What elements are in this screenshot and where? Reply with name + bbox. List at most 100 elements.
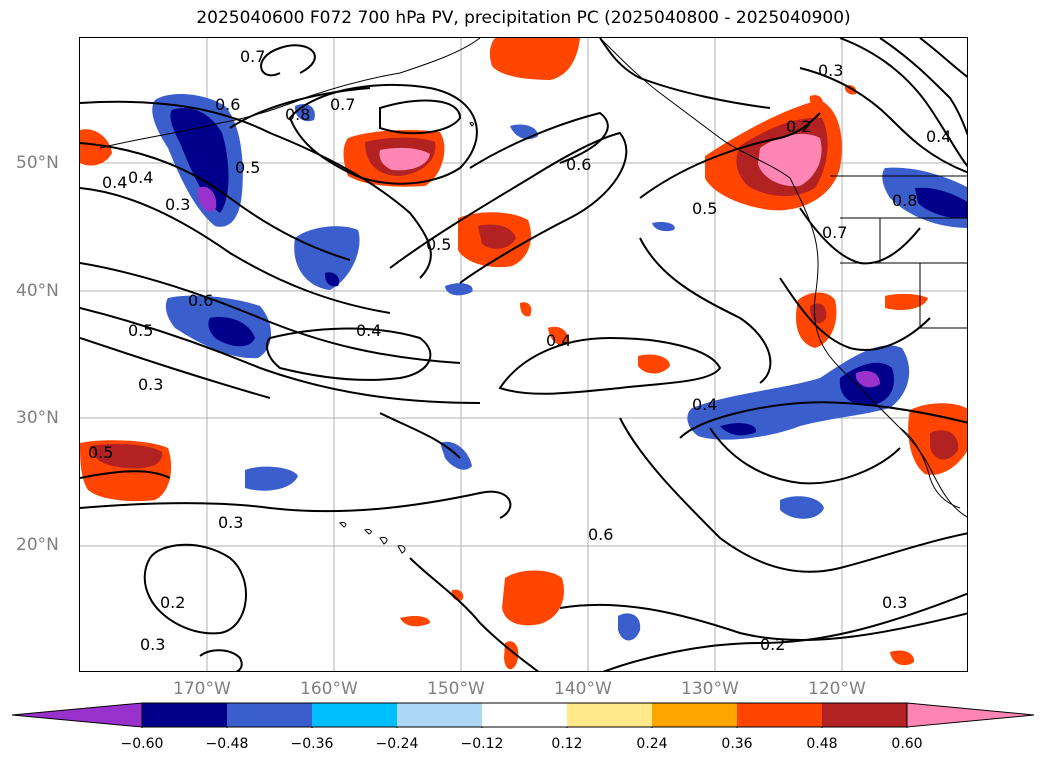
contour-label: 0.3 — [140, 635, 165, 654]
precip-neg-area — [294, 226, 360, 290]
colorbar — [12, 702, 1035, 728]
colorbar-tick-label: −0.60 — [120, 736, 164, 752]
map-panel: 0.7 0.6 0.5 0.4 0.3 0.8 0.7 0.6 0.5 0.4 … — [79, 37, 968, 672]
precip-neg-area — [324, 272, 340, 287]
contour-label: 0.6 — [188, 291, 213, 310]
pv-contour-line — [679, 401, 967, 439]
contour-label: 0.5 — [235, 158, 260, 177]
precip-neg-area — [198, 186, 217, 212]
north-america-coast — [789, 177, 967, 518]
pv-contour-line — [799, 207, 921, 265]
lat-label-40n: 40°N — [16, 281, 59, 301]
pv-contour-line — [80, 337, 271, 399]
contour-label: 0.5 — [692, 199, 717, 218]
lat-label-20n: 20°N — [16, 535, 59, 555]
pv-contour-line — [779, 277, 931, 351]
pv-contour-line — [229, 87, 371, 129]
precip-neg-area — [445, 283, 473, 296]
contour-label: 0.2 — [760, 635, 785, 654]
precip-pos-area — [885, 293, 928, 310]
precip-pos-area — [548, 326, 569, 345]
pv-contour-line — [199, 649, 243, 671]
pv-contour-line — [409, 557, 540, 671]
precip-neg-area — [687, 345, 910, 440]
pv-contour-line — [498, 336, 722, 395]
colorbar-segment — [737, 703, 822, 727]
colorbar-tick-label: −0.24 — [375, 736, 419, 752]
pv-contour-line — [639, 237, 772, 384]
colorbar-ticks — [141, 727, 908, 728]
contour-label: 0.7 — [330, 95, 355, 114]
contour-label: 0.3 — [218, 513, 243, 532]
precip-pos-area — [502, 570, 564, 626]
lat-label-50n: 50°N — [16, 153, 59, 173]
colorbar-tick-label: −0.12 — [460, 736, 504, 752]
precip-neg-area — [245, 466, 298, 491]
contour-label: 0.6 — [566, 155, 591, 174]
colorbar-segment — [12, 702, 143, 728]
pv-contour-line — [559, 603, 967, 642]
colorbar-segment — [652, 703, 737, 727]
colorbar-tick-label: 0.12 — [551, 736, 583, 752]
pv-contour-line — [389, 131, 628, 284]
lon-label-160w: 160°W — [300, 679, 358, 699]
contour-label: 0.6 — [588, 525, 613, 544]
pv-contour-line — [80, 100, 432, 279]
precip-pos-area — [80, 129, 112, 166]
contour-label: 0.2 — [786, 117, 811, 136]
contour-label: 0.8 — [892, 191, 917, 210]
contour-label: 0.5 — [128, 321, 153, 340]
colorbar-segment — [142, 703, 227, 727]
colorbar-segment — [906, 702, 1035, 728]
colorbar-segment — [567, 703, 652, 727]
contour-label: 0.7 — [240, 47, 265, 66]
precip-pos-area — [638, 354, 670, 374]
pv-contour-line — [469, 111, 609, 169]
lon-label-170w: 170°W — [173, 679, 231, 699]
precip-pos-area — [758, 133, 822, 187]
pv-contour-line — [919, 38, 967, 78]
pv-contour-line — [288, 83, 478, 185]
precip-pos-area — [478, 224, 516, 249]
precip-pos-area — [489, 38, 580, 80]
precip-pos-area — [890, 650, 915, 666]
pv-contour-line — [879, 38, 967, 136]
colorbar-segment — [482, 703, 567, 727]
contour-label: 0.4 — [926, 127, 951, 146]
precip-neg-area — [510, 124, 538, 140]
contour-label: 0.3 — [818, 61, 843, 80]
contour-label: 0.3 — [165, 195, 190, 214]
pv-contour-line — [80, 490, 512, 519]
hawaii-islands — [339, 522, 406, 554]
contour-label: 0.6 — [215, 95, 240, 114]
pv-contour-line — [379, 99, 462, 135]
precip-pos-area — [809, 95, 823, 107]
precip-neg-area — [915, 187, 967, 219]
lon-label-140w: 140°W — [554, 679, 612, 699]
pv-contour-line — [799, 67, 967, 174]
pv-contour-line — [619, 417, 967, 573]
contour-label: 0.4 — [356, 321, 381, 340]
contour-label: 0.4 — [546, 331, 571, 350]
colorbar-segment — [312, 703, 397, 727]
pv-contour-line — [80, 307, 481, 404]
colorbar-tick-label: 0.36 — [721, 736, 753, 752]
colorbar-tick-label: −0.48 — [205, 736, 249, 752]
alaska-coast — [599, 38, 791, 179]
precip-pos-area — [379, 147, 430, 171]
colorbar-tick-label: 0.24 — [636, 736, 668, 752]
precip-neg-area — [618, 613, 641, 641]
contour-label: 0.4 — [102, 173, 127, 192]
precip-pos-area — [520, 302, 532, 317]
contour-label: 0.5 — [88, 443, 113, 462]
lon-label-120w: 120°W — [808, 679, 866, 699]
precip-neg-area — [780, 496, 824, 519]
lon-label-150w: 150°W — [427, 679, 485, 699]
precip-neg-area — [208, 317, 255, 347]
contour-label: 0.5 — [426, 235, 451, 254]
contour-label: 0.2 — [160, 593, 185, 612]
pv-contour-line — [266, 327, 432, 381]
pv-contour-labels: 0.7 0.6 0.5 0.4 0.3 0.8 0.7 0.6 0.5 0.4 … — [88, 47, 951, 654]
colorbar-tick-label: 0.60 — [891, 736, 923, 752]
pv-contour-line — [839, 38, 967, 168]
